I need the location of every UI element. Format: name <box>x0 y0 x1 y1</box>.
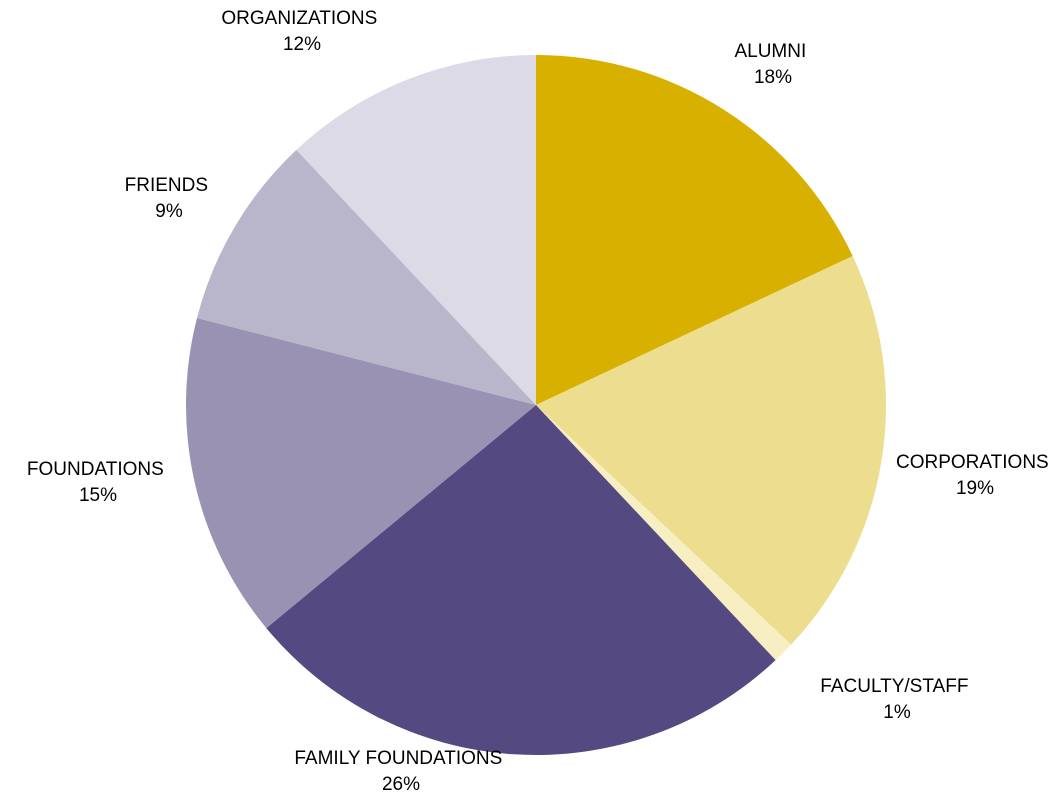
slice-alumni <box>536 55 853 405</box>
label-alumni: ALUMNI 18% <box>734 41 811 88</box>
slice-labels: ALUMNI 18% CORPORATIONS 19% FACULTY/STAF… <box>27 8 1054 795</box>
label-corporations: CORPORATIONS 19% <box>896 452 1054 499</box>
label-friends: FRIENDS 9% <box>125 175 214 222</box>
label-family-foundations-name: FAMILY FOUNDATIONS <box>294 748 502 769</box>
slice-friends <box>197 149 536 405</box>
label-faculty-staff: FACULTY/STAFF 1% <box>820 676 973 723</box>
label-corporations-pct: 19% <box>956 478 994 499</box>
label-faculty-staff-name: FACULTY/STAFF <box>820 676 968 697</box>
label-family-foundations-pct: 26% <box>382 774 420 795</box>
label-friends-pct: 9% <box>155 201 183 222</box>
label-foundations-pct: 15% <box>79 485 117 506</box>
label-foundations-name: FOUNDATIONS <box>27 459 164 480</box>
label-organizations-pct: 12% <box>283 34 321 55</box>
label-faculty-staff-pct: 1% <box>883 702 911 723</box>
label-family-foundations: FAMILY FOUNDATIONS 26% <box>294 748 507 795</box>
label-friends-name: FRIENDS <box>125 175 208 196</box>
pie-slices <box>186 55 886 756</box>
slice-foundations <box>186 317 536 629</box>
label-alumni-pct: 18% <box>754 67 792 88</box>
label-corporations-name: CORPORATIONS <box>896 452 1049 473</box>
label-foundations: FOUNDATIONS 15% <box>27 459 169 506</box>
label-alumni-name: ALUMNI <box>734 41 806 62</box>
label-organizations-name: ORGANIZATIONS <box>221 8 377 29</box>
slice-faculty-staff <box>536 405 792 661</box>
slice-family-foundations <box>266 405 776 756</box>
slice-organizations <box>296 55 536 405</box>
label-organizations: ORGANIZATIONS 12% <box>221 8 382 55</box>
slice-corporations <box>536 255 886 645</box>
